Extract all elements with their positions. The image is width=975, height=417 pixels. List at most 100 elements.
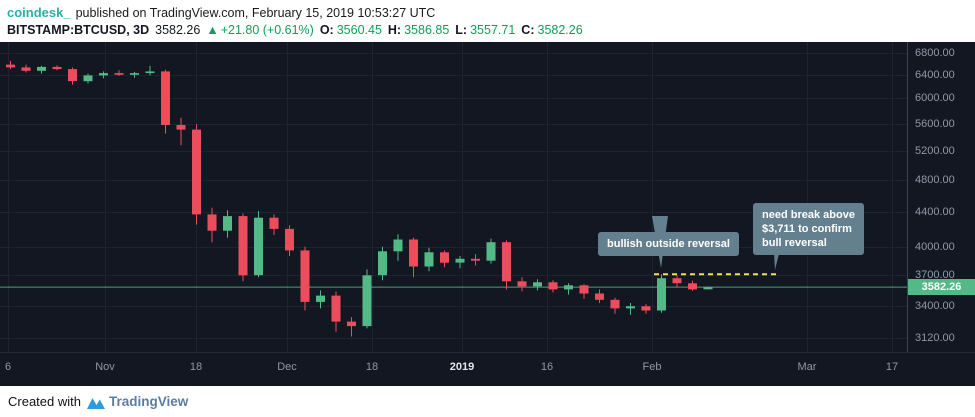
candle-body [114,73,124,75]
low-label: L: [455,23,468,37]
candle-body [331,295,341,322]
candle-body [316,295,325,302]
candle-body [564,285,573,290]
x-axis-label: 18 [365,361,379,373]
gridlines [0,42,907,352]
time-axis[interactable]: 6 Nov 18 Dec 18 2019 16 Feb Mar 17 [0,352,975,386]
change-arrow-icon: ▲ [206,23,219,37]
candle-body [517,281,527,287]
candle-body [130,73,139,75]
x-axis-label: 2019 [449,361,475,373]
candle-body [533,282,542,287]
x-axis-label: Feb [642,361,662,373]
candle-body [347,321,356,327]
y-axis-label: 5600.00 [915,117,955,130]
high-value: 3586.85 [404,23,450,37]
callout-text-line2: $3,711 to confirm [762,223,852,235]
y-axis-label: 5200.00 [915,144,955,157]
y-axis-label: 3400.00 [915,300,955,313]
candle-body [595,293,604,300]
close-label: C: [521,23,535,37]
candle-body [502,242,511,282]
candle-body [657,278,666,311]
candle-body [626,306,635,309]
callout-text-line1: need break above [762,209,855,221]
candle-body [207,214,217,231]
candle-body [486,242,496,261]
x-axis-label: 17 [885,361,899,373]
candle-body [99,73,108,76]
candle-body [238,216,248,276]
low-value: 3557.71 [470,23,516,37]
x-axis-label: 18 [189,361,203,373]
close-value: 3582.26 [537,23,583,37]
y-axis-label: 4400.00 [915,205,955,218]
open-label: O: [319,23,334,37]
y-axis-label: 6400.00 [915,68,955,81]
candle-body [471,258,480,261]
y-axis-label: 4800.00 [915,174,955,187]
candle-body [548,282,558,290]
callout-text-line3: bull reversal [762,237,827,249]
candle-body [192,129,201,215]
tradingview-brand-text: TradingView [108,394,189,409]
candle-body [37,66,46,71]
chart-canvas[interactable]: 3582.26 6800.00 6400.00 6000.00 5600.00 5200… [0,42,975,386]
symbol-title: BITSTAMP:BTCUSD, 3D [7,23,150,37]
price-pane[interactable] [0,42,907,352]
last-price-text: 3582.26 [155,23,201,37]
change-text: ▲ +21.80 (+0.61%) [206,23,314,37]
candle-body [610,299,620,309]
candle-body [254,217,263,276]
candle-body [424,252,434,267]
price-axis[interactable]: 3582.26 6800.00 6400.00 6000.00 5600.00 5200… [907,42,975,352]
candle-body [223,216,232,231]
candle-body [378,251,387,276]
x-axis-label: 16 [540,361,554,373]
candle-body [440,252,449,263]
y-axis-label: 4000.00 [915,240,955,253]
candle-body [145,71,155,74]
candle-body [6,64,15,68]
candle-body [176,125,186,130]
candle-body [455,258,465,263]
candles [6,60,713,337]
callout-break-level[interactable]: need break above $3,711 to confirm bull … [753,203,864,255]
publisher-handle[interactable]: coindesk_ [7,5,71,20]
candle-body [83,75,93,82]
y-axis-label: 6000.00 [915,92,955,105]
open-value: 3560.45 [336,23,382,37]
candle-body [269,217,279,229]
y-axis-label: 3700.00 [915,269,955,282]
tradingview-brand[interactable]: TradingView [86,394,189,409]
candle-body [579,285,589,294]
candle-body [672,278,682,284]
x-axis-label: 6 [4,361,12,373]
symbol-info-row: BITSTAMP:BTCUSD, 3D 3582.26 ▲ +21.80 (+0.… [0,20,975,37]
candle-body [393,239,403,252]
callout-text: bullish outside reversal [607,238,730,250]
x-axis-label: Nov [95,361,115,373]
publish-info-row: coindesk_ published on TradingView.com, F… [0,0,975,20]
candle-body [409,239,418,267]
candle-body [68,69,77,82]
chart-header: coindesk_ published on TradingView.com, F… [0,0,975,42]
y-axis-label: 6800.00 [915,46,955,59]
candle-body [161,71,170,125]
x-axis-label: Dec [277,361,297,373]
candle-body [300,250,310,302]
high-label: H: [387,23,402,37]
candle-body [688,283,697,290]
candle-body [285,228,294,251]
published-text: published on TradingView.com, February 1… [75,6,436,20]
chart-footer: Created with TradingView [0,386,975,417]
candle-body [52,66,62,70]
callout-bullish-reversal[interactable]: bullish outside reversal [598,232,739,256]
candle-body [21,67,31,71]
created-with-text: Created with [8,394,81,409]
x-axis-label: Mar [797,361,817,373]
last-price-tag: 3582.26 [908,279,975,296]
candle-body [703,287,713,290]
y-axis-label: 3120.00 [915,331,955,344]
